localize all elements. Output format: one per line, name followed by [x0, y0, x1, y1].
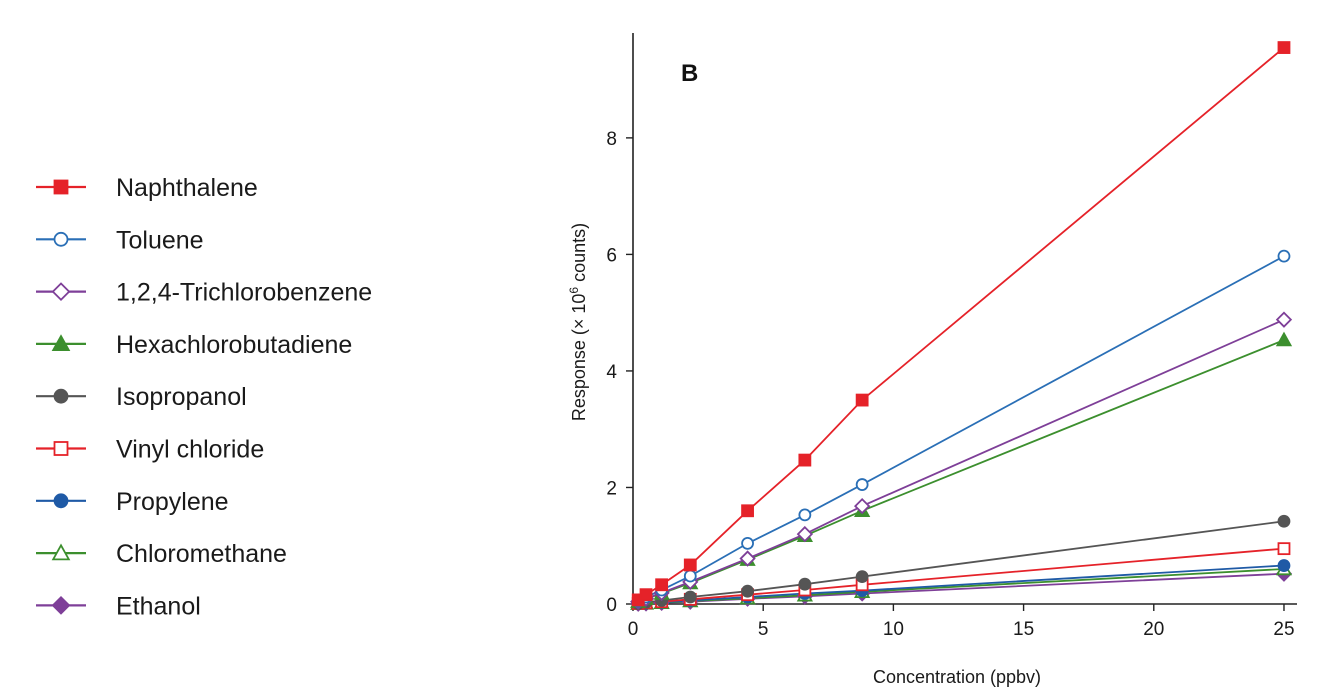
data-point-naphthalene [639, 588, 653, 602]
x-tick-label: 10 [883, 619, 904, 640]
legend-marker [53, 493, 69, 509]
legend-item-propylene: Propylene [36, 488, 229, 516]
y-tick-label: 8 [606, 129, 617, 150]
data-point-toluene [683, 569, 697, 583]
series-line-vinyl-chloride [638, 547, 1285, 605]
legend-marker [53, 179, 69, 195]
legend-label: Naphthalene [116, 174, 258, 202]
series-line-isopropanol [638, 520, 1285, 605]
legend-item-isopropanol: Isopropanol [36, 383, 247, 411]
series-line-toluene [637, 255, 1285, 602]
legend-label: Toluene [116, 226, 204, 254]
legend-item-hexachlorobutadiene: Hexachlorobutadiene [36, 331, 352, 359]
data-point-naphthalene [741, 504, 754, 518]
legend-item-naphthalene: Naphthalene [36, 174, 258, 202]
data-point-naphthalene [655, 578, 669, 592]
series-lines [637, 46, 1285, 605]
series-markers [630, 41, 1293, 612]
legend-label: Vinyl chloride [116, 436, 264, 464]
x-tick-label: 15 [1013, 619, 1034, 640]
data-point-1-2-4-trichlorobenzene [796, 525, 814, 543]
x-tick-label: 25 [1273, 619, 1294, 640]
legend-item-chloromethane: Chloromethane [36, 540, 287, 568]
legend-label: Chloromethane [116, 540, 287, 568]
data-point-isopropanol [1277, 514, 1291, 528]
x-tick-label: 5 [758, 619, 769, 640]
legend-marker [51, 543, 71, 561]
legend: Naphthalene Toluene 1,2,4-Trichlorobenzene… [36, 174, 372, 620]
data-point-toluene [741, 537, 754, 550]
y-tick-label: 4 [606, 362, 617, 383]
legend-label: Hexachlorobutadiene [116, 331, 352, 359]
legend-label: 1,2,4-Trichlorobenzene [116, 279, 372, 307]
data-point-isopropanol [798, 577, 812, 591]
legend-item-vinyl-chloride: Vinyl chloride [36, 436, 264, 464]
legend-label: Isopropanol [116, 383, 247, 411]
axes [632, 33, 1297, 605]
series-line-propylene [638, 564, 1285, 605]
legend-item-toluene: Toluene [36, 226, 204, 254]
legend-marker [51, 334, 71, 352]
x-tick-label: 20 [1143, 619, 1164, 640]
x-tick-label: 0 [628, 619, 639, 640]
data-point-propylene [1277, 559, 1291, 572]
series-line-1-2-4-trichlorobenzene [637, 318, 1285, 603]
data-point-naphthalene [683, 558, 697, 572]
legend-label: Ethanol [116, 592, 201, 620]
legend-marker [53, 441, 69, 456]
data-point-isopropanol [855, 570, 869, 584]
legend-marker [51, 282, 71, 301]
data-point-isopropanol [683, 590, 697, 604]
data-point-vinyl-chloride [1277, 542, 1291, 556]
data-point-isopropanol [741, 584, 754, 598]
y-axis-title-main: Response (× 10 [569, 294, 589, 422]
data-point-1-2-4-trichlorobenzene [853, 497, 871, 515]
series-line-hexachlorobutadiene [637, 339, 1285, 603]
y-tick-label: 2 [606, 478, 617, 499]
data-point-toluene [798, 508, 812, 522]
y-axis-title-tail: counts) [569, 223, 589, 287]
y-tick-label: 0 [606, 595, 617, 616]
panel-label: B [681, 60, 698, 87]
data-point-naphthalene [855, 393, 869, 407]
y-axis-title: Response (× 106 counts) [567, 223, 589, 421]
data-point-hexachlorobutadiene [1275, 331, 1293, 347]
data-point-1-2-4-trichlorobenzene [1275, 311, 1293, 328]
legend-marker [51, 596, 71, 615]
y-tick-label: 6 [606, 245, 617, 266]
data-point-naphthalene [1277, 41, 1291, 54]
x-axis-title: Concentration (ppbv) [873, 667, 1041, 687]
data-point-toluene [855, 478, 869, 491]
legend-item-ethanol: Ethanol [36, 592, 201, 620]
legend-item-1-2-4-trichlorobenzene: 1,2,4-Trichlorobenzene [36, 279, 372, 307]
legend-marker [53, 231, 69, 247]
legend-label: Propylene [116, 488, 229, 516]
legend-marker [53, 388, 69, 404]
series-line-naphthalene [637, 46, 1285, 601]
data-point-1-2-4-trichlorobenzene [739, 550, 756, 567]
y-axis-title-sup: 6 [567, 287, 581, 294]
ticks: 0 5 10 15 20 25 0 2 4 6 8 [606, 129, 1294, 640]
data-point-naphthalene [798, 453, 812, 467]
data-point-toluene [1277, 249, 1291, 263]
